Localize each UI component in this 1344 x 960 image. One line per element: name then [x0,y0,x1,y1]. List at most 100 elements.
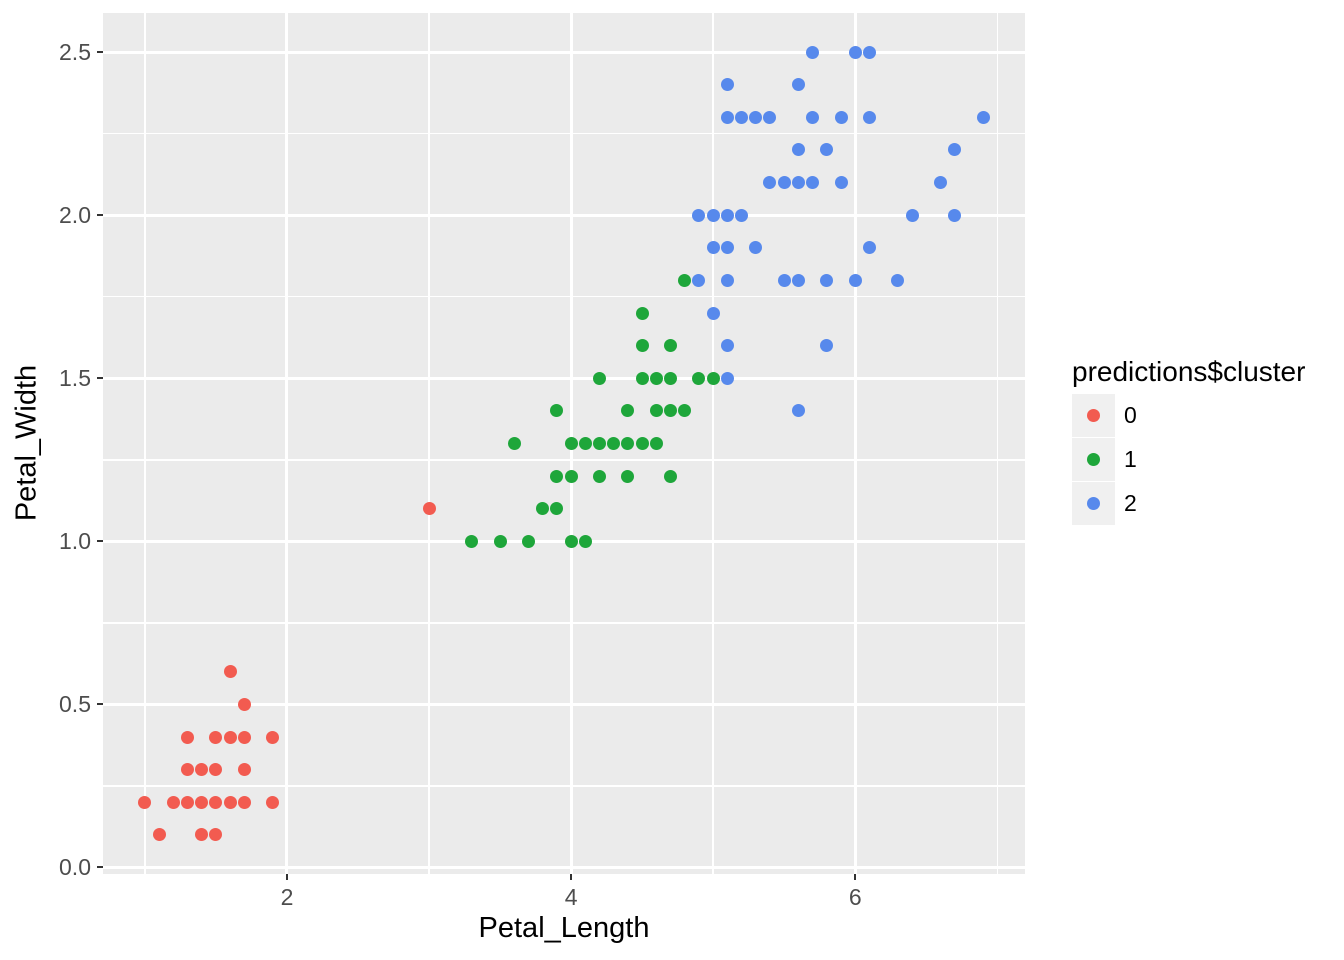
y-major-gridline [103,865,1025,869]
data-point-cluster-0 [266,730,280,744]
data-point-cluster-1 [578,534,592,548]
data-point-cluster-2 [791,176,805,190]
legend-item-cluster-2: 2 [1072,482,1305,525]
legend-label-cluster-1: 1 [1124,446,1137,472]
y-minor-gridline [103,785,1025,787]
legend-key-cluster-1 [1072,438,1115,481]
data-point-cluster-2 [706,241,720,255]
data-point-cluster-0 [422,502,436,516]
data-point-cluster-2 [735,110,749,124]
data-point-cluster-1 [649,437,663,450]
x-axis-tick [285,874,288,880]
data-point-cluster-2 [706,306,720,320]
data-point-cluster-1 [593,469,607,483]
legend: predictions$cluster 0 1 2 [1072,356,1305,526]
data-point-cluster-2 [706,208,720,222]
x-major-gridline [285,13,289,874]
x-minor-gridline [144,13,146,874]
data-point-cluster-1 [550,404,564,418]
data-point-cluster-0 [195,763,209,777]
legend-dot-cluster-1 [1087,453,1100,466]
data-point-cluster-1 [664,469,678,483]
data-point-cluster-2 [735,208,749,222]
data-point-cluster-2 [820,143,834,157]
legend-items: 0 1 2 [1072,394,1305,525]
data-point-cluster-0 [181,730,195,744]
y-axis-tick-label: 2.5 [59,39,91,66]
data-point-cluster-1 [521,534,535,548]
data-point-cluster-1 [635,371,649,385]
y-major-gridline [103,50,1025,54]
data-point-cluster-2 [720,241,734,255]
data-point-cluster-2 [720,110,734,124]
data-point-cluster-1 [664,371,678,385]
data-point-cluster-1 [465,534,479,548]
data-point-cluster-1 [593,437,607,450]
y-axis-tick-label: 1.0 [59,528,91,555]
data-point-cluster-2 [791,143,805,157]
data-point-cluster-0 [223,795,237,809]
y-axis-tick-label: 2.0 [59,202,91,229]
legend-dot-cluster-2 [1087,497,1100,510]
x-minor-gridline [712,13,714,874]
data-point-cluster-1 [550,469,564,483]
data-point-cluster-2 [948,143,962,157]
y-axis-tick [97,866,103,869]
data-point-cluster-1 [706,371,720,385]
data-point-cluster-1 [635,437,649,450]
data-point-cluster-1 [692,371,706,385]
data-point-cluster-1 [564,534,578,548]
data-point-cluster-2 [834,176,848,190]
data-point-cluster-2 [848,273,862,287]
data-point-cluster-0 [266,795,280,809]
data-point-cluster-0 [181,795,195,809]
data-point-cluster-2 [862,110,876,124]
y-minor-gridline [103,295,1025,298]
data-point-cluster-0 [209,795,223,809]
y-axis-tick [97,703,103,706]
data-point-cluster-2 [891,273,905,287]
y-axis-tick [97,377,103,380]
data-point-cluster-1 [678,404,692,418]
data-point-cluster-2 [720,339,734,353]
data-point-cluster-2 [905,208,919,222]
x-axis-tick-label: 6 [848,884,862,910]
data-point-cluster-1 [507,437,521,450]
data-point-cluster-0 [237,795,251,809]
y-major-gridline [103,213,1025,217]
data-point-cluster-1 [578,437,592,450]
y-axis-tick-label: 0.5 [59,691,91,718]
legend-item-cluster-0: 0 [1072,394,1305,437]
y-major-gridline [103,376,1025,380]
data-point-cluster-2 [777,273,791,287]
data-point-cluster-1 [678,273,692,287]
data-point-cluster-0 [195,828,209,842]
data-point-cluster-2 [777,176,791,190]
data-point-cluster-1 [564,469,578,483]
data-point-cluster-1 [621,437,635,450]
data-point-cluster-1 [621,404,635,418]
data-point-cluster-0 [138,795,152,809]
data-point-cluster-2 [720,78,734,92]
data-point-cluster-2 [806,110,820,124]
legend-dot-cluster-0 [1087,409,1100,422]
data-point-cluster-1 [593,371,607,385]
y-axis-tick [97,51,103,54]
data-point-cluster-2 [720,273,734,287]
y-axis-tick-label: 0.0 [59,854,91,881]
y-minor-gridline [103,132,1025,135]
data-point-cluster-2 [933,176,947,190]
data-point-cluster-0 [209,763,223,777]
data-point-cluster-2 [806,176,820,190]
y-minor-gridline [103,459,1025,461]
data-point-cluster-1 [564,437,578,450]
legend-label-cluster-2: 2 [1124,490,1137,516]
data-point-cluster-2 [763,110,777,124]
data-point-cluster-1 [635,306,649,320]
data-point-cluster-2 [862,241,876,255]
data-point-cluster-0 [166,795,180,809]
data-point-cluster-2 [848,45,862,59]
x-axis-tick-label: 2 [280,884,294,910]
y-major-gridline [103,539,1025,543]
